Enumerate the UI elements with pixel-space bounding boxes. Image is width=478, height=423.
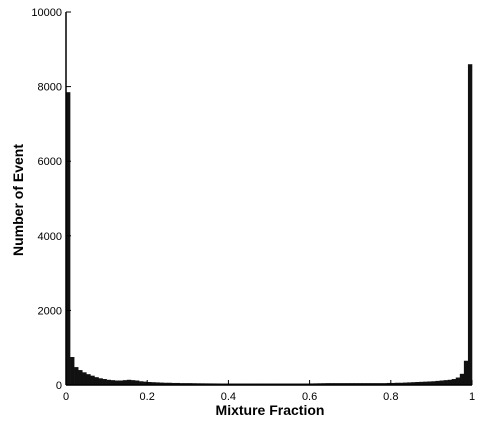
histogram-bar [208, 383, 213, 385]
histogram-bar [370, 383, 375, 385]
histogram-bar [362, 383, 367, 385]
histogram-bar [151, 382, 156, 385]
histogram-bar [110, 380, 116, 385]
histogram-bar [423, 381, 428, 385]
x-tick-label: 0.8 [383, 391, 398, 403]
y-tick-label: 10000 [31, 7, 62, 19]
histogram-bar [212, 383, 217, 385]
histogram-bar [86, 374, 91, 385]
histogram-bar [309, 383, 314, 385]
histogram-bar [390, 382, 396, 385]
histogram-bar [411, 382, 416, 385]
histogram-bar [143, 381, 148, 385]
histogram-bar [195, 383, 201, 385]
histogram-bar [378, 383, 383, 385]
histogram-bar [94, 377, 99, 385]
histogram-bar [427, 381, 432, 385]
histogram-bar [419, 381, 424, 385]
histogram-bar [382, 383, 388, 385]
y-tick-label: 4000 [38, 231, 62, 243]
histogram-bar [459, 373, 465, 385]
histogram-bar [74, 367, 79, 385]
histogram-bar [321, 383, 327, 385]
histogram-bar [350, 383, 355, 385]
histogram-bar [204, 383, 209, 385]
histogram-bar [70, 357, 75, 385]
histogram-bar [338, 383, 343, 385]
histogram-bar [313, 383, 319, 385]
histogram-bar [102, 379, 107, 385]
histogram-bar [122, 380, 128, 385]
histogram-bar [147, 382, 152, 385]
histogram-bar [333, 383, 339, 385]
histogram-bar [114, 380, 120, 385]
histogram-bar [159, 382, 164, 385]
x-tick-label: 0.6 [302, 391, 317, 403]
histogram-bar [386, 382, 392, 385]
histogram-bar [325, 383, 331, 385]
histogram-bar [167, 382, 172, 385]
histogram-bar [463, 360, 469, 385]
histogram-bar [435, 380, 440, 385]
histogram-bar [407, 382, 412, 385]
histogram-bar [82, 372, 87, 385]
histogram-bar [78, 370, 83, 385]
histogram-bar [179, 383, 185, 385]
x-tick-label: 0 [63, 391, 69, 403]
histogram-bar [130, 380, 136, 385]
y-tick-label: 0 [56, 380, 62, 392]
histogram-bar [354, 383, 359, 385]
y-tick-label: 8000 [38, 82, 62, 94]
histogram-bar [451, 379, 457, 385]
histogram-bar [216, 383, 221, 385]
histogram-bar [455, 377, 461, 385]
histogram-bars [66, 64, 473, 385]
histogram-bar [66, 92, 71, 385]
y-axis-ticks: 0 2000 4000 6000 8000 10000 [31, 7, 71, 392]
histogram-bar [374, 383, 379, 385]
histogram-bar [187, 383, 193, 385]
histogram-bar [106, 379, 111, 385]
y-axis-title: Number of Event [10, 144, 26, 256]
histogram-bar [183, 383, 189, 385]
histogram-bar [329, 383, 335, 385]
histogram-bar [467, 64, 473, 385]
histogram-bar [118, 380, 124, 385]
histogram-bar [398, 382, 404, 385]
x-axis-ticks: 0 0.2 0.4 0.6 0.8 1 [63, 380, 475, 403]
x-axis-title: Mixture Fraction [216, 402, 325, 418]
histogram-bar [443, 380, 448, 385]
histogram-bar [431, 381, 436, 385]
histogram-bar [191, 383, 197, 385]
y-tick-label: 6000 [38, 156, 62, 168]
histogram-bar [415, 382, 420, 385]
histogram-bar [90, 375, 95, 385]
histogram-bar [135, 380, 140, 385]
histogram-bar [98, 378, 103, 385]
histogram-bar [439, 380, 444, 385]
histogram-bar [175, 382, 180, 385]
histogram-bar [126, 379, 132, 385]
histogram-bar [139, 381, 144, 385]
x-tick-label: 0.2 [140, 391, 155, 403]
y-tick-label: 2000 [38, 305, 62, 317]
histogram-bar [358, 383, 363, 385]
histogram-bar [394, 382, 400, 385]
histogram-bar [342, 383, 347, 385]
histogram-bar [402, 382, 408, 385]
histogram-bar [346, 383, 351, 385]
histogram-bar [317, 383, 323, 385]
x-tick-label: 1 [469, 391, 475, 403]
x-tick-label: 0.4 [221, 391, 236, 403]
axes [65, 12, 472, 386]
histogram-bar [163, 382, 168, 385]
histogram-bar [447, 379, 452, 385]
histogram-bar [155, 382, 160, 385]
histogram-bar [366, 383, 371, 385]
histogram-bar [199, 383, 205, 385]
histogram-bar [171, 382, 176, 385]
